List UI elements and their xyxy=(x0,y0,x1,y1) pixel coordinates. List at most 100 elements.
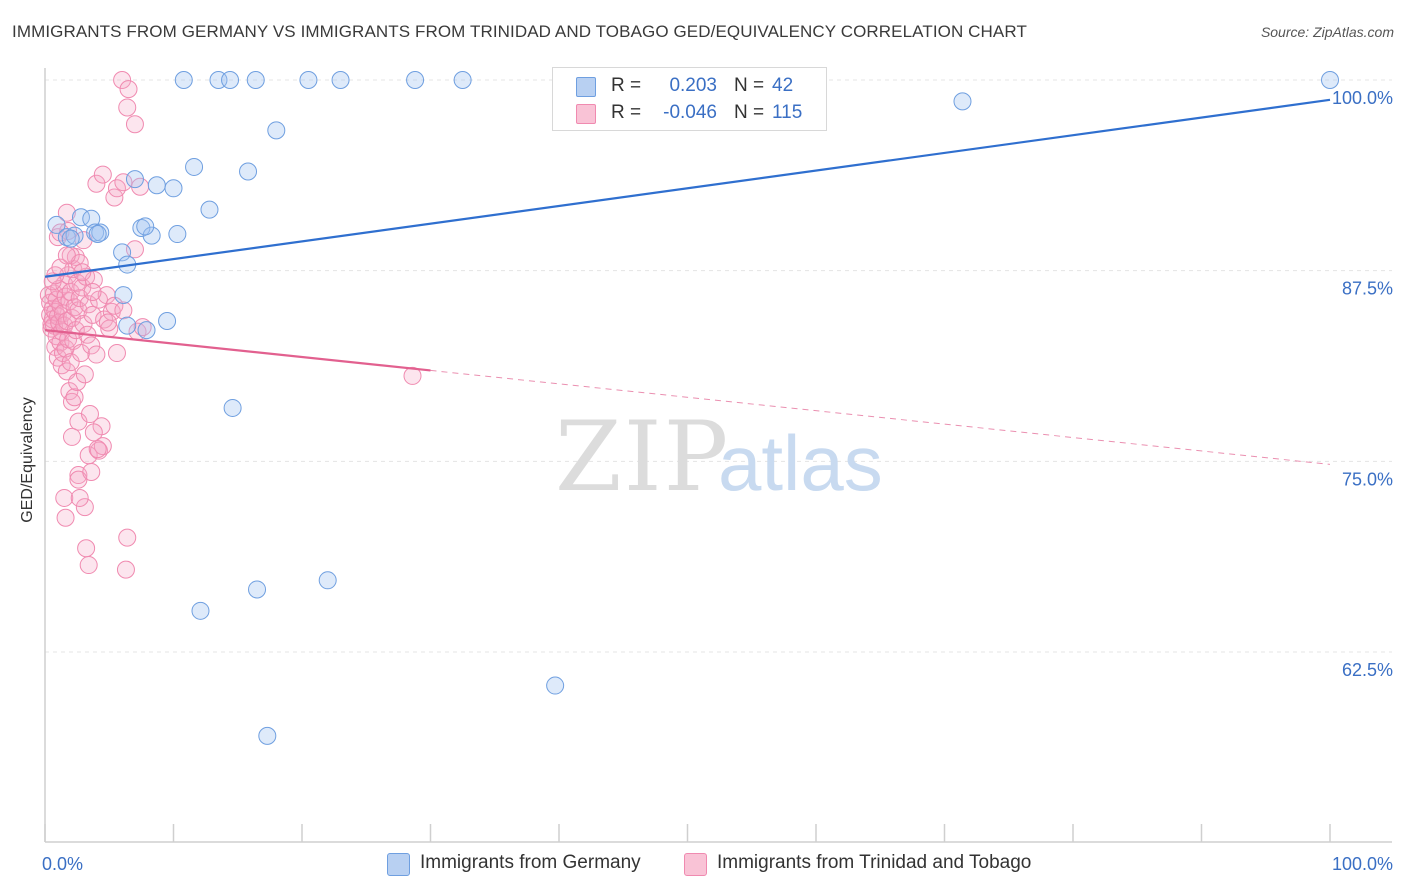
germany-point xyxy=(118,316,137,335)
germany-point xyxy=(239,162,258,181)
legend-n-label: N = xyxy=(734,75,765,96)
watermark: ZIP atlas xyxy=(555,401,883,513)
legend-row-germany: R = 0.203 N = 42 xyxy=(553,74,826,100)
germany-point xyxy=(88,225,107,244)
trend-line-solid xyxy=(44,329,431,372)
germany-point xyxy=(223,398,242,417)
trinidad-point xyxy=(403,366,422,385)
legend-r-value: -0.046 xyxy=(663,102,717,123)
trinidad-point xyxy=(55,488,74,507)
germany-point xyxy=(200,200,219,219)
trinidad-swatch xyxy=(576,104,596,124)
trinidad-point xyxy=(125,115,144,134)
germany-point xyxy=(82,209,101,228)
germany-legend-label: Immigrants from Germany xyxy=(420,852,641,873)
y-tick-label: 75.0% xyxy=(1342,469,1393,489)
trinidad-point xyxy=(68,373,87,392)
legend-n-value: 115 xyxy=(772,102,803,123)
x-tick-label: 0.0% xyxy=(42,854,83,874)
chart-title: IMMIGRANTS FROM GERMANY VS IMMIGRANTS FR… xyxy=(12,22,1027,41)
trinidad-point xyxy=(119,80,138,99)
trinidad-point xyxy=(70,488,89,507)
germany-point xyxy=(299,71,318,89)
trinidad-point xyxy=(116,560,135,579)
trinidad-point xyxy=(62,427,81,446)
germany-point xyxy=(453,71,472,89)
germany-point xyxy=(546,676,565,695)
trinidad-point xyxy=(80,405,99,424)
trinidad-point xyxy=(56,508,75,527)
germany-point xyxy=(168,225,187,244)
trend-line-dashed xyxy=(430,369,1331,465)
trinidad-point xyxy=(75,365,94,384)
germany-legend-swatch xyxy=(387,853,410,876)
germany-swatch xyxy=(576,77,596,97)
trend-line-solid xyxy=(44,98,1331,278)
legend-r-value: 0.203 xyxy=(669,75,717,96)
trinidad-point xyxy=(82,336,101,355)
source-label: Source: ZipAtlas.com xyxy=(1260,24,1394,40)
germany-point xyxy=(318,571,337,590)
trinidad-point xyxy=(114,173,133,192)
trinidad-point xyxy=(74,315,93,334)
legend-r-label: R = xyxy=(611,102,642,123)
germany-point xyxy=(142,226,161,245)
trinidad-point xyxy=(87,174,106,193)
germany-point xyxy=(185,157,204,176)
trinidad-point xyxy=(93,165,112,184)
trinidad-point xyxy=(113,71,132,89)
trinidad-point xyxy=(118,98,137,117)
x-tick-labels: 0.0% 100.0% xyxy=(42,854,1393,874)
legend-n-label: N = xyxy=(734,102,765,123)
x-tick-label: 100.0% xyxy=(1332,854,1393,874)
trinidad-point xyxy=(83,305,102,324)
legend-n-value: 42 xyxy=(772,75,794,96)
germany-point xyxy=(406,71,425,89)
germany-point xyxy=(158,312,177,331)
germany-point xyxy=(953,92,972,111)
germany-point xyxy=(61,229,80,248)
y-tick-label: 100.0% xyxy=(1332,88,1393,108)
germany-point xyxy=(164,179,183,198)
germany-point xyxy=(174,71,193,89)
trinidad-point xyxy=(118,528,137,547)
stats-legend: R = 0.203 N = 42 R = -0.046 N = 115 xyxy=(552,67,827,131)
series-trinidad-points xyxy=(39,71,422,579)
trinidad-point xyxy=(65,388,84,407)
y-tick-label: 62.5% xyxy=(1342,660,1393,680)
trinidad-legend-swatch xyxy=(684,853,707,876)
trinidad-point xyxy=(60,382,79,401)
trinidad-point xyxy=(57,246,76,265)
series-germany-points xyxy=(47,71,1339,745)
trinidad-legend-label: Immigrants from Trinidad and Tobago xyxy=(717,852,1032,873)
trinidad-point xyxy=(61,353,80,372)
trinidad-point xyxy=(61,283,80,302)
germany-point xyxy=(248,580,267,599)
trinidad-point xyxy=(83,283,102,302)
trinidad-point xyxy=(79,295,98,314)
trend-lines xyxy=(44,98,1331,465)
trinidad-point xyxy=(105,296,124,315)
legend-row-trinidad: R = -0.046 N = 115 xyxy=(553,101,826,127)
germany-point xyxy=(191,601,210,620)
y-axis-label: GED/Equivalency xyxy=(19,397,36,522)
trinidad-point xyxy=(84,423,103,442)
germany-point xyxy=(267,121,286,140)
watermark-atlas: atlas xyxy=(718,419,883,507)
trinidad-point xyxy=(98,313,117,332)
germany-point xyxy=(147,176,166,195)
germany-point xyxy=(1321,71,1339,89)
germany-point xyxy=(136,217,155,236)
germany-point xyxy=(125,170,144,189)
trinidad-point xyxy=(82,463,101,482)
germany-point xyxy=(47,215,66,234)
trinidad-point xyxy=(88,440,107,459)
trinidad-point xyxy=(107,344,126,363)
germany-point xyxy=(258,726,277,745)
trinidad-point xyxy=(93,437,112,456)
germany-point xyxy=(221,71,240,89)
germany-point xyxy=(331,71,350,89)
trinidad-point xyxy=(79,556,98,575)
trinidad-point xyxy=(57,203,76,222)
